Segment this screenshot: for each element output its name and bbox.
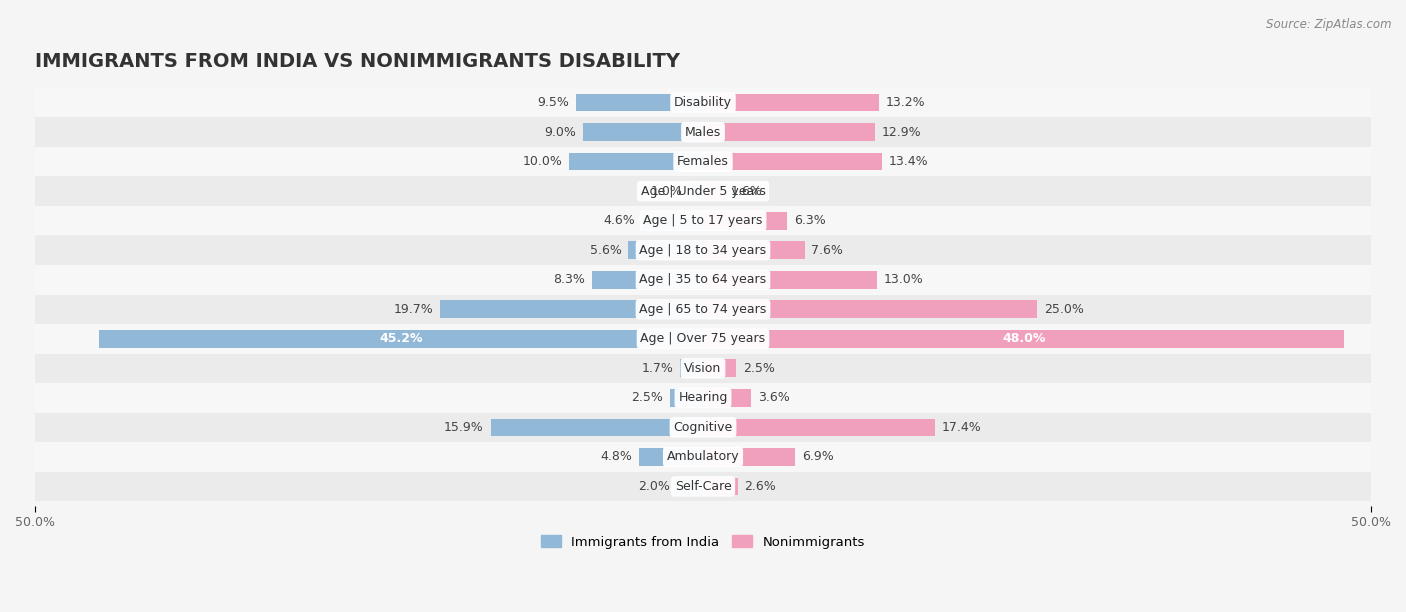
Bar (638, 448, 703, 466)
Bar (689, 182, 703, 200)
Text: 4.8%: 4.8% (600, 450, 633, 463)
Bar (703, 271, 877, 289)
Bar (703, 94, 879, 111)
Text: 6.9%: 6.9% (801, 450, 834, 463)
Bar (35, 294, 1371, 324)
Bar (35, 412, 1371, 442)
Bar (703, 448, 796, 466)
Text: 2.6%: 2.6% (744, 480, 776, 493)
Bar (681, 359, 703, 377)
Text: 9.0%: 9.0% (544, 125, 576, 138)
Text: 9.5%: 9.5% (537, 96, 569, 109)
Text: 1.0%: 1.0% (651, 185, 683, 198)
Bar (35, 383, 1371, 412)
Bar (35, 147, 1371, 176)
Text: 13.4%: 13.4% (889, 155, 928, 168)
Text: IMMIGRANTS FROM INDIA VS NONIMMIGRANTS DISABILITY: IMMIGRANTS FROM INDIA VS NONIMMIGRANTS D… (35, 52, 681, 71)
Text: Males: Males (685, 125, 721, 138)
Text: Source: ZipAtlas.com: Source: ZipAtlas.com (1267, 18, 1392, 31)
Bar (569, 153, 703, 171)
Text: Disability: Disability (673, 96, 733, 109)
Text: 3.6%: 3.6% (758, 391, 790, 405)
Bar (35, 88, 1371, 118)
Text: 25.0%: 25.0% (1043, 303, 1084, 316)
Bar (35, 118, 1371, 147)
Bar (703, 212, 787, 230)
Text: 12.9%: 12.9% (882, 125, 922, 138)
Bar (35, 236, 1371, 265)
Text: 2.5%: 2.5% (744, 362, 775, 375)
Text: 7.6%: 7.6% (811, 244, 844, 256)
Legend: Immigrants from India, Nonimmigrants: Immigrants from India, Nonimmigrants (536, 530, 870, 554)
Text: 45.2%: 45.2% (380, 332, 423, 345)
Bar (35, 442, 1371, 472)
Bar (703, 123, 876, 141)
Bar (703, 153, 882, 171)
Bar (703, 419, 935, 436)
Bar (576, 94, 703, 111)
Text: 15.9%: 15.9% (444, 421, 484, 434)
Bar (35, 472, 1371, 501)
Text: 8.3%: 8.3% (554, 273, 585, 286)
Text: Vision: Vision (685, 362, 721, 375)
Text: 1.7%: 1.7% (641, 362, 673, 375)
Bar (703, 241, 804, 259)
Bar (35, 324, 1371, 354)
Text: 2.5%: 2.5% (631, 391, 662, 405)
Bar (676, 477, 703, 495)
Bar (35, 206, 1371, 236)
Text: 4.6%: 4.6% (603, 214, 636, 227)
Bar (703, 182, 724, 200)
Bar (35, 354, 1371, 383)
Bar (35, 176, 1371, 206)
Bar (582, 123, 703, 141)
Bar (703, 330, 1344, 348)
Text: 2.0%: 2.0% (638, 480, 669, 493)
Bar (35, 265, 1371, 294)
Text: 1.6%: 1.6% (731, 185, 763, 198)
Text: Cognitive: Cognitive (673, 421, 733, 434)
Text: 5.6%: 5.6% (589, 244, 621, 256)
Text: Age | Under 5 years: Age | Under 5 years (641, 185, 765, 198)
Bar (491, 419, 703, 436)
Bar (628, 241, 703, 259)
Text: Ambulatory: Ambulatory (666, 450, 740, 463)
Text: Females: Females (678, 155, 728, 168)
Bar (592, 271, 703, 289)
Bar (703, 300, 1038, 318)
Bar (641, 212, 703, 230)
Bar (703, 389, 751, 407)
Text: Self-Care: Self-Care (675, 480, 731, 493)
Bar (669, 389, 703, 407)
Text: 19.7%: 19.7% (394, 303, 433, 316)
Text: Age | 18 to 34 years: Age | 18 to 34 years (640, 244, 766, 256)
Text: 13.0%: 13.0% (883, 273, 924, 286)
Text: 10.0%: 10.0% (523, 155, 562, 168)
Bar (100, 330, 703, 348)
Bar (440, 300, 703, 318)
Bar (703, 477, 738, 495)
Text: Hearing: Hearing (678, 391, 728, 405)
Text: 48.0%: 48.0% (1002, 332, 1045, 345)
Text: 17.4%: 17.4% (942, 421, 981, 434)
Bar (703, 359, 737, 377)
Text: 13.2%: 13.2% (886, 96, 925, 109)
Text: Age | 35 to 64 years: Age | 35 to 64 years (640, 273, 766, 286)
Text: Age | 5 to 17 years: Age | 5 to 17 years (644, 214, 762, 227)
Text: Age | 65 to 74 years: Age | 65 to 74 years (640, 303, 766, 316)
Text: 6.3%: 6.3% (794, 214, 825, 227)
Text: Age | Over 75 years: Age | Over 75 years (641, 332, 765, 345)
